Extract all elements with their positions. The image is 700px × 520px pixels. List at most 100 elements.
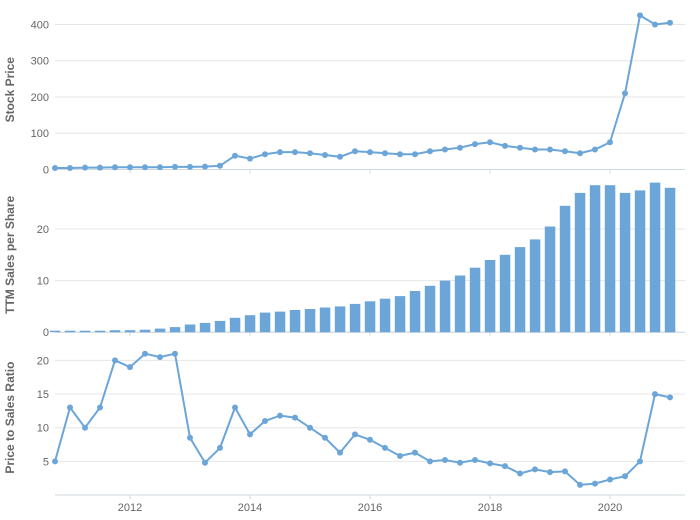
series-marker <box>127 364 133 370</box>
series-marker <box>157 164 163 170</box>
series-bar <box>200 323 211 332</box>
series-marker <box>622 90 628 96</box>
series-marker <box>277 149 283 155</box>
x-tick-label: 2020 <box>598 502 622 514</box>
series-marker <box>217 445 223 451</box>
multi-panel-chart: 0100200300400Stock Price01020TTM Sales p… <box>0 0 700 520</box>
series-bar <box>560 206 571 332</box>
series-bar <box>590 185 601 332</box>
series-marker <box>112 357 118 363</box>
series-bar <box>125 330 136 332</box>
series-marker <box>202 164 208 170</box>
series-bar <box>350 304 361 332</box>
series-marker <box>667 394 673 400</box>
series-bar <box>395 296 406 332</box>
series-marker <box>412 450 418 456</box>
series-marker <box>532 466 538 472</box>
series-bar <box>665 188 676 332</box>
series-marker <box>187 164 193 170</box>
panel-stock_price: 0100200300400Stock Price <box>3 12 685 176</box>
series-marker <box>412 151 418 157</box>
series-bar <box>65 331 76 333</box>
series-marker <box>262 151 268 157</box>
series-marker <box>382 150 388 156</box>
series-bar <box>605 185 616 332</box>
series-bar <box>335 306 346 332</box>
series-bar <box>380 299 391 333</box>
series-marker <box>307 150 313 156</box>
series-bar <box>440 281 451 333</box>
series-marker <box>592 481 598 487</box>
panel-ps_ratio: 510152020122014201620182020Price to Sale… <box>3 351 685 514</box>
series-marker <box>547 469 553 475</box>
y-tick-label: 10 <box>37 276 49 288</box>
series-marker <box>427 148 433 154</box>
series-bar <box>275 312 286 333</box>
y-tick-label: 20 <box>37 355 49 367</box>
series-bar <box>230 318 241 332</box>
series-line <box>55 15 670 168</box>
series-marker <box>232 153 238 159</box>
series-marker <box>457 460 463 466</box>
series-marker <box>667 20 673 26</box>
series-marker <box>187 435 193 441</box>
series-marker <box>502 143 508 149</box>
series-marker <box>67 165 73 171</box>
series-bar <box>50 331 61 333</box>
series-marker <box>577 482 583 488</box>
series-marker <box>607 477 613 483</box>
series-line <box>55 354 670 485</box>
series-marker <box>517 471 523 477</box>
series-marker <box>247 156 253 162</box>
series-marker <box>307 425 313 431</box>
y-tick-label: 20 <box>37 224 49 236</box>
series-marker <box>547 147 553 153</box>
series-marker <box>322 152 328 158</box>
series-marker <box>637 12 643 18</box>
series-marker <box>397 453 403 459</box>
series-marker <box>382 445 388 451</box>
series-bar <box>470 268 481 333</box>
series-bar <box>305 309 316 332</box>
series-bar <box>290 310 301 332</box>
series-marker <box>367 437 373 443</box>
panel-ttm_sales: 0 10 20 TTM Sales per Share <box>3 183 685 340</box>
series-bar <box>515 247 526 332</box>
series-marker <box>97 405 103 411</box>
series-marker <box>52 165 58 171</box>
series-bar <box>425 286 436 332</box>
series-bar <box>170 327 181 332</box>
series-marker <box>352 431 358 437</box>
series-marker <box>457 145 463 151</box>
x-tick-label: 2014 <box>238 502 262 514</box>
series-marker <box>442 147 448 153</box>
series-marker <box>622 473 628 479</box>
series-bar <box>245 315 256 332</box>
y-tick-label: 400 <box>31 19 49 31</box>
series-marker <box>157 354 163 360</box>
series-marker <box>532 147 538 153</box>
series-marker <box>352 148 358 154</box>
series-bar <box>545 227 556 333</box>
series-bar <box>530 239 541 332</box>
series-marker <box>442 457 448 463</box>
y-tick-label: 0 <box>43 164 49 176</box>
y-axis-title: Stock Price <box>3 57 17 123</box>
series-marker <box>277 413 283 419</box>
series-bar <box>95 331 106 333</box>
y-tick-label: 0 <box>43 327 49 339</box>
series-marker <box>517 145 523 151</box>
y-tick-label: 5 <box>43 456 49 468</box>
series-marker <box>502 463 508 469</box>
series-bar <box>140 330 151 333</box>
series-marker <box>292 415 298 421</box>
series-marker <box>487 139 493 145</box>
series-marker <box>652 391 658 397</box>
y-axis-title: TTM Sales per Share <box>3 195 17 313</box>
series-marker <box>82 165 88 171</box>
y-tick-label: 300 <box>31 56 49 68</box>
y-tick-label: 10 <box>37 423 49 435</box>
series-marker <box>427 458 433 464</box>
series-marker <box>67 405 73 411</box>
series-bar <box>320 308 331 333</box>
